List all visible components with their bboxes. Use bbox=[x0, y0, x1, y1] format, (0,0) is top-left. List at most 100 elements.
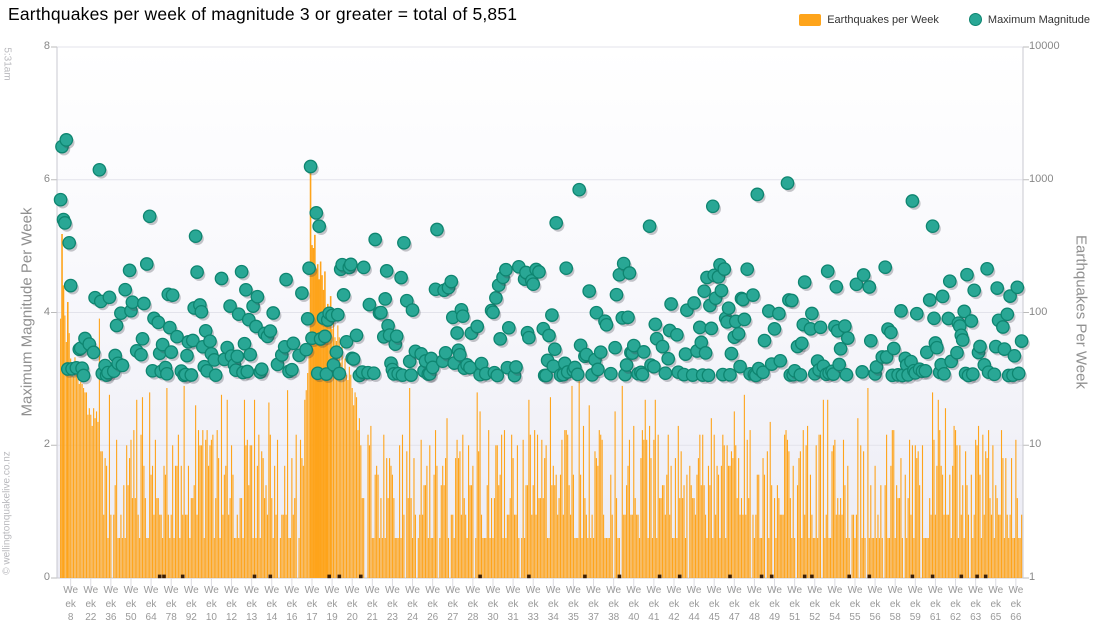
bar[interactable] bbox=[475, 538, 477, 578]
max-magnitude-point[interactable] bbox=[757, 333, 772, 348]
bar[interactable] bbox=[478, 451, 480, 578]
bar[interactable] bbox=[542, 498, 544, 578]
bar[interactable] bbox=[900, 458, 902, 578]
bar[interactable] bbox=[304, 399, 306, 578]
bar[interactable] bbox=[311, 245, 313, 578]
bar[interactable] bbox=[712, 538, 714, 578]
bar[interactable] bbox=[80, 381, 82, 578]
max-magnitude-point[interactable] bbox=[155, 337, 170, 352]
bar[interactable] bbox=[169, 538, 171, 578]
max-magnitude-point[interactable] bbox=[234, 264, 249, 279]
bar[interactable] bbox=[292, 514, 294, 578]
max-magnitude-point[interactable] bbox=[230, 349, 245, 364]
max-magnitude-point[interactable] bbox=[687, 296, 701, 310]
bar[interactable] bbox=[305, 390, 307, 578]
max-magnitude-point[interactable] bbox=[86, 345, 101, 360]
bar[interactable] bbox=[867, 388, 869, 578]
bar[interactable] bbox=[358, 418, 360, 578]
max-magnitude-point[interactable] bbox=[180, 348, 194, 363]
bar[interactable] bbox=[164, 474, 167, 578]
bar[interactable] bbox=[197, 430, 200, 578]
max-magnitude-point[interactable] bbox=[188, 229, 203, 244]
bar[interactable] bbox=[150, 474, 152, 578]
bar[interactable] bbox=[147, 538, 149, 578]
max-magnitude-point[interactable] bbox=[254, 362, 269, 377]
bar[interactable] bbox=[627, 465, 629, 578]
bar[interactable] bbox=[680, 451, 682, 578]
max-magnitude-point[interactable] bbox=[379, 264, 394, 278]
max-magnitude-point[interactable] bbox=[539, 368, 553, 383]
bar[interactable] bbox=[98, 318, 100, 578]
bar[interactable] bbox=[348, 366, 350, 578]
max-magnitude-point[interactable] bbox=[655, 339, 670, 354]
max-magnitude-point[interactable] bbox=[635, 367, 650, 382]
bar[interactable] bbox=[462, 434, 464, 578]
bar[interactable] bbox=[993, 538, 995, 578]
bar[interactable] bbox=[654, 399, 656, 578]
max-magnitude-point[interactable] bbox=[980, 261, 994, 276]
bar[interactable] bbox=[131, 498, 133, 578]
max-magnitude-point[interactable] bbox=[731, 326, 746, 341]
bar[interactable] bbox=[996, 498, 998, 578]
max-magnitude-point[interactable] bbox=[1003, 289, 1017, 303]
max-magnitude-point[interactable] bbox=[794, 336, 809, 351]
max-magnitude-point[interactable] bbox=[170, 329, 184, 344]
bar[interactable] bbox=[669, 514, 671, 578]
bar[interactable] bbox=[446, 418, 448, 578]
bar[interactable] bbox=[854, 538, 856, 578]
bar[interactable] bbox=[1019, 538, 1021, 578]
bar[interactable] bbox=[857, 418, 859, 578]
max-magnitude-point[interactable] bbox=[692, 320, 707, 335]
bar[interactable] bbox=[457, 458, 460, 578]
bar[interactable] bbox=[992, 445, 994, 579]
legend-item-maximum-magnitude[interactable]: Maximum Magnitude bbox=[968, 13, 1090, 26]
max-magnitude-point[interactable] bbox=[905, 194, 920, 208]
bar[interactable] bbox=[677, 425, 679, 578]
bar[interactable] bbox=[245, 445, 247, 579]
bar[interactable] bbox=[351, 388, 353, 578]
bar[interactable] bbox=[249, 445, 251, 579]
bar[interactable] bbox=[676, 538, 678, 578]
bar[interactable] bbox=[705, 514, 707, 578]
max-magnitude-point[interactable] bbox=[532, 265, 546, 279]
bar[interactable] bbox=[397, 538, 399, 578]
bar[interactable] bbox=[562, 514, 564, 578]
max-magnitude-point[interactable] bbox=[622, 266, 637, 280]
bar[interactable] bbox=[621, 385, 623, 578]
bar[interactable] bbox=[491, 498, 493, 578]
bar[interactable] bbox=[628, 439, 630, 578]
bar[interactable] bbox=[946, 514, 948, 578]
bar[interactable] bbox=[228, 514, 230, 578]
bar[interactable] bbox=[314, 234, 316, 579]
bar[interactable] bbox=[909, 439, 911, 578]
bar[interactable] bbox=[71, 373, 73, 578]
bar[interactable] bbox=[522, 439, 524, 578]
bar[interactable] bbox=[538, 498, 540, 578]
max-magnitude-point[interactable] bbox=[797, 275, 812, 289]
max-magnitude-point[interactable] bbox=[955, 333, 970, 347]
bar[interactable] bbox=[755, 514, 757, 578]
max-magnitude-point[interactable] bbox=[678, 347, 693, 361]
max-magnitude-point[interactable] bbox=[208, 368, 223, 383]
bar[interactable] bbox=[626, 485, 628, 578]
bar[interactable] bbox=[868, 538, 870, 578]
bar[interactable] bbox=[104, 458, 106, 578]
bar[interactable] bbox=[129, 458, 131, 578]
max-magnitude-point[interactable] bbox=[717, 262, 732, 276]
bar[interactable] bbox=[499, 474, 501, 578]
bar[interactable] bbox=[670, 465, 672, 578]
bar[interactable] bbox=[432, 538, 434, 578]
bar[interactable] bbox=[101, 451, 103, 578]
max-magnitude-point[interactable] bbox=[125, 295, 140, 310]
bar[interactable] bbox=[485, 538, 487, 578]
bar[interactable] bbox=[241, 498, 243, 578]
bar[interactable] bbox=[1000, 430, 1003, 578]
max-magnitude-point[interactable] bbox=[838, 319, 852, 333]
bar[interactable] bbox=[581, 538, 583, 578]
max-magnitude-point[interactable] bbox=[746, 288, 760, 302]
bar[interactable] bbox=[236, 514, 238, 578]
bar[interactable] bbox=[120, 514, 122, 578]
max-magnitude-point[interactable] bbox=[549, 216, 564, 230]
bar[interactable] bbox=[212, 434, 214, 578]
bar[interactable] bbox=[400, 538, 402, 578]
